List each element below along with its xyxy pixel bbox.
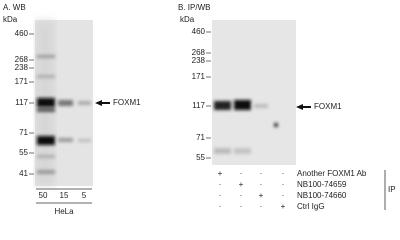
sign: · bbox=[260, 169, 263, 178]
sign: · bbox=[219, 202, 222, 211]
panel-title: B. IP/WB bbox=[178, 3, 210, 12]
sign: · bbox=[260, 180, 263, 189]
cell-line-label: HeLa bbox=[54, 207, 74, 216]
lane-label: 50 bbox=[39, 191, 48, 200]
unit-label: kDa bbox=[180, 15, 195, 24]
sign: + bbox=[281, 202, 286, 211]
sign: + bbox=[218, 169, 223, 178]
marker-label: 55 bbox=[196, 153, 205, 162]
marker-label: 238 bbox=[15, 63, 29, 72]
sign: · bbox=[282, 180, 285, 189]
sign: · bbox=[219, 180, 222, 189]
marker-label: 171 bbox=[192, 72, 206, 81]
marker-label: 460 bbox=[15, 29, 29, 38]
target-label: FOXM1 bbox=[113, 98, 141, 107]
sign: + bbox=[259, 191, 264, 200]
marker-label: 71 bbox=[19, 128, 28, 137]
marker-label: 268 bbox=[192, 48, 206, 57]
sign: · bbox=[282, 169, 285, 178]
sign: · bbox=[219, 191, 222, 200]
marker-label: 460 bbox=[192, 27, 206, 36]
sign: · bbox=[240, 202, 243, 211]
row-label: Ctrl IgG bbox=[297, 202, 325, 211]
marker-label: 71 bbox=[196, 133, 205, 142]
lane-label: 5 bbox=[82, 191, 87, 200]
marker-label: 171 bbox=[15, 77, 29, 86]
panel-title: A. WB bbox=[3, 3, 26, 12]
sign: · bbox=[282, 191, 285, 200]
row-label: NB100-74660 bbox=[297, 191, 347, 200]
marker-label: 238 bbox=[192, 56, 206, 65]
blot-a bbox=[35, 20, 93, 186]
group-label: IP bbox=[388, 185, 396, 194]
sign: · bbox=[240, 191, 243, 200]
arrow bbox=[95, 100, 110, 106]
lane-label: 15 bbox=[60, 191, 69, 200]
unit-label: kDa bbox=[3, 15, 18, 24]
target-label: FOXM1 bbox=[314, 102, 342, 111]
marker-label: 268 bbox=[15, 55, 29, 64]
row-label: NB100-74659 bbox=[297, 180, 347, 189]
sign: + bbox=[239, 180, 244, 189]
marker-label: 55 bbox=[19, 148, 28, 157]
arrow bbox=[296, 104, 311, 110]
marker-label: 117 bbox=[15, 98, 28, 107]
blot-b bbox=[212, 20, 296, 165]
row-label: Another FOXM1 Ab bbox=[297, 169, 367, 178]
sign: · bbox=[240, 169, 243, 178]
marker-label: 41 bbox=[19, 169, 28, 178]
marker-label: 117 bbox=[192, 101, 205, 110]
sign: · bbox=[260, 202, 263, 211]
